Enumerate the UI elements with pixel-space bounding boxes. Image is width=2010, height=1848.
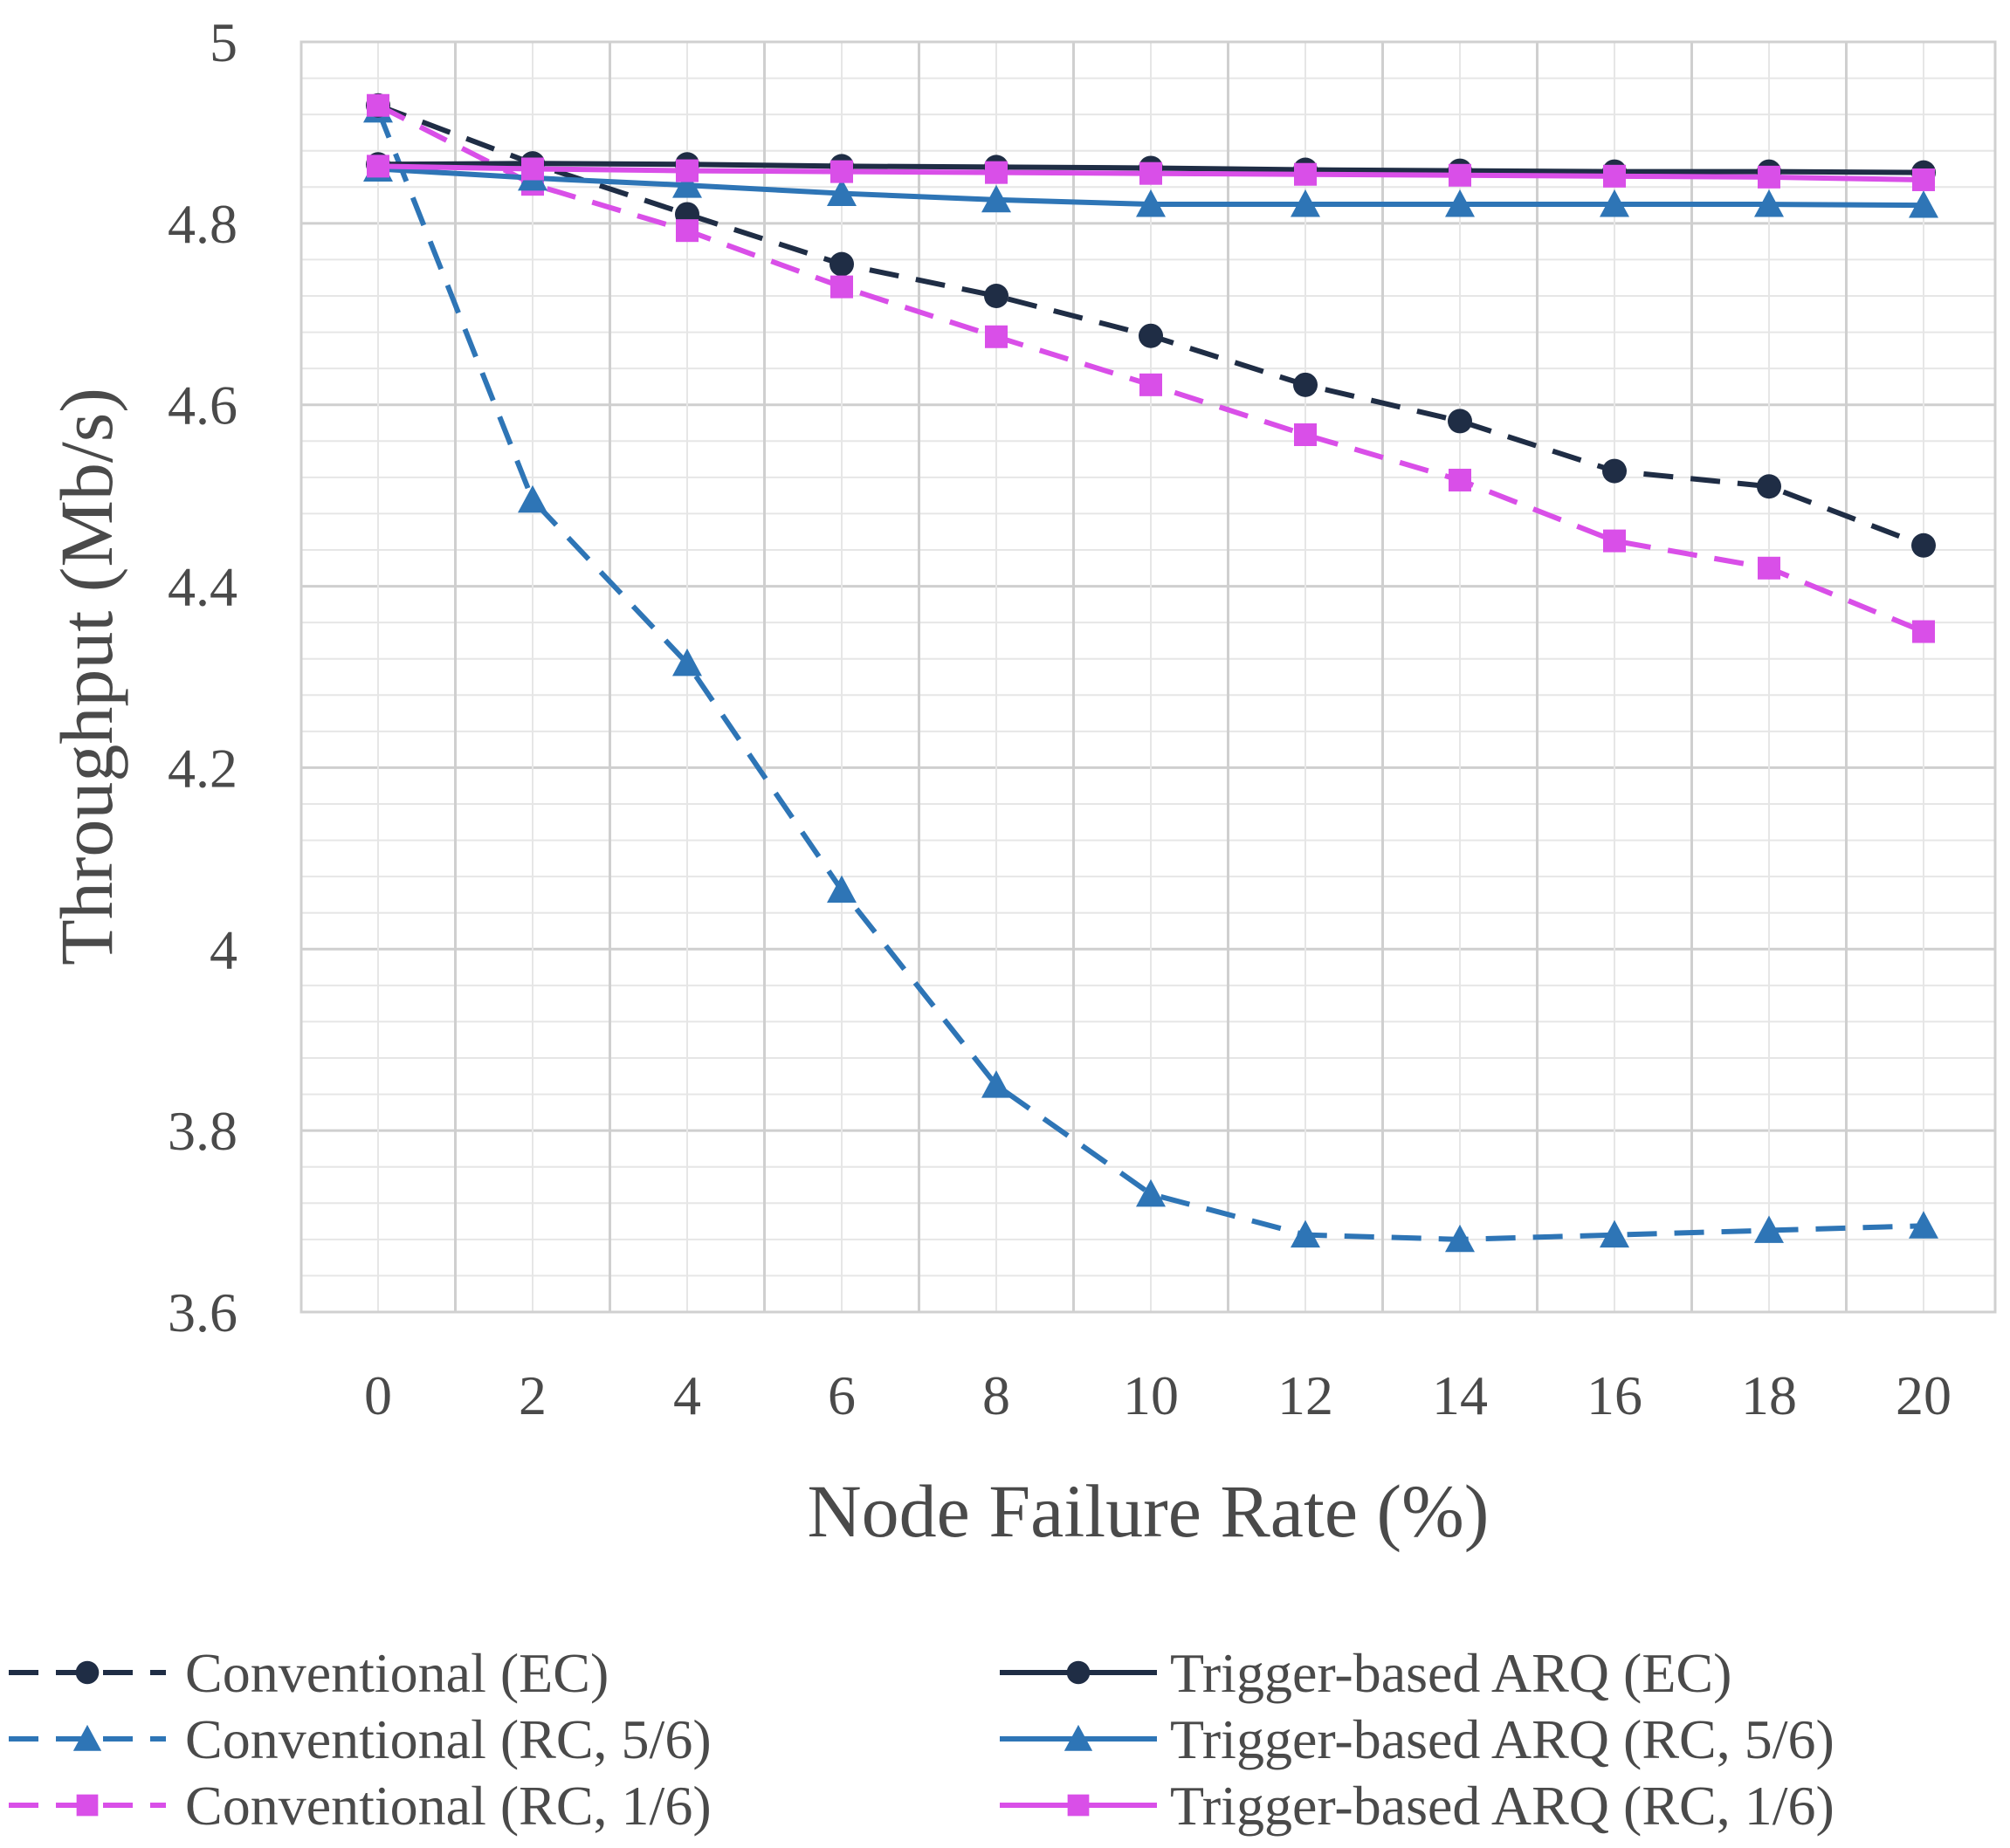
data-point [1139,161,1162,185]
x-tick-label: 14 [1432,1364,1488,1426]
data-point [984,284,1008,308]
data-point [518,484,547,513]
legend-entry: Conventional (EC) [9,1642,609,1704]
legend-label: Conventional (EC) [185,1642,609,1704]
data-point [981,1070,1011,1098]
data-point [1602,458,1627,484]
data-point [1754,189,1784,217]
x-tick-label: 6 [828,1364,856,1426]
data-point [367,93,389,117]
series-5 [367,155,1935,191]
legend-label: Trigger-based ARQ (RC, 5/6) [1170,1708,1834,1770]
legend-label: Trigger-based ARQ (EC) [1170,1642,1731,1704]
x-tick-label: 0 [364,1364,392,1426]
data-point [827,875,857,903]
data-point [1909,190,1938,218]
y-tick-label: 4.2 [168,737,237,799]
y-tick-label: 4.8 [168,193,237,255]
data-point [1909,1211,1938,1239]
legend-entry: Conventional (RC, 1/6) [9,1775,712,1837]
legend-marker [72,1724,102,1751]
legend-entry: Trigger-based ARQ (RC, 5/6) [1000,1708,1834,1770]
y-tick-label: 4.4 [168,556,237,618]
data-point [1603,529,1626,553]
data-point [1758,556,1780,580]
x-tick-label: 4 [673,1364,701,1426]
gridlines [301,40,1995,1314]
data-point [1136,189,1166,217]
data-point [676,219,699,243]
legend-entry: Conventional (RC, 5/6) [9,1708,712,1770]
legend: Conventional (EC)Conventional (RC, 5/6)C… [9,1642,1834,1837]
x-tick-label: 10 [1123,1364,1179,1426]
x-tick-label: 8 [982,1364,1010,1426]
data-point [985,161,1008,184]
x-tick-label: 12 [1277,1364,1333,1426]
legend-label: Trigger-based ARQ (RC, 1/6) [1170,1775,1834,1837]
legend-label: Conventional (RC, 1/6) [185,1775,712,1837]
data-point [1445,189,1475,217]
legend-marker [1064,1724,1093,1751]
x-axis-title: Node Failure Rate (%) [808,1469,1490,1553]
data-point [521,157,544,181]
legend-entry: Trigger-based ARQ (RC, 1/6) [1000,1775,1834,1837]
data-point [1136,1178,1166,1207]
data-point [1912,620,1935,643]
y-tick-label: 3.6 [168,1281,237,1343]
data-point [1449,468,1471,491]
y-tick-label: 5 [210,11,237,73]
data-point [1603,164,1626,188]
legend-marker [76,1794,99,1817]
x-axis-ticks: 0 2 4 6 8 10 12 14 16 18 20 [364,1364,1951,1426]
data-point [1294,423,1317,447]
data-point [1139,323,1163,348]
data-point [367,155,389,178]
legend-entry: Trigger-based ARQ (EC) [1000,1642,1731,1704]
data-point [672,648,702,677]
data-point [1445,1224,1475,1253]
plot-area [301,42,1995,1312]
legend-marker [75,1660,100,1685]
y-tick-label: 3.8 [168,1100,237,1162]
data-point [1600,189,1629,217]
data-point [1291,1219,1320,1248]
y-tick-label: 4 [210,918,237,980]
data-point [985,325,1008,348]
x-tick-label: 18 [1741,1364,1797,1426]
data-point [830,275,853,299]
data-point [1448,409,1472,434]
data-point [1293,372,1318,397]
data-point [1294,162,1317,186]
data-point [827,178,857,207]
series-2 [367,93,1935,643]
data-point [829,251,854,277]
data-point [1449,163,1471,187]
data-point [830,160,853,183]
legend-label: Conventional (RC, 5/6) [185,1708,712,1770]
legend-marker [1066,1660,1091,1685]
series-layer [363,93,1938,1253]
data-point [981,184,1011,213]
y-axis-title: Throughput (Mb/s) [45,388,128,965]
x-tick-label: 2 [519,1364,547,1426]
x-tick-label: 20 [1896,1364,1951,1426]
data-point [672,170,702,198]
data-point [1139,373,1162,396]
y-axis-ticks: 3.6 3.8 4 4.2 4.4 4.6 4.8 5 [168,11,237,1343]
series-line [375,108,1924,1242]
legend-marker [1067,1794,1090,1817]
data-point [1911,532,1936,558]
data-point [1757,474,1781,499]
data-point [676,159,699,182]
data-point [1754,1215,1784,1243]
y-tick-label: 4.6 [168,374,237,436]
data-point [1912,168,1935,191]
data-point [1600,1219,1629,1248]
data-point [1291,189,1320,217]
x-tick-label: 16 [1587,1364,1642,1426]
data-point [1758,165,1780,189]
plot-border [299,40,1997,1314]
